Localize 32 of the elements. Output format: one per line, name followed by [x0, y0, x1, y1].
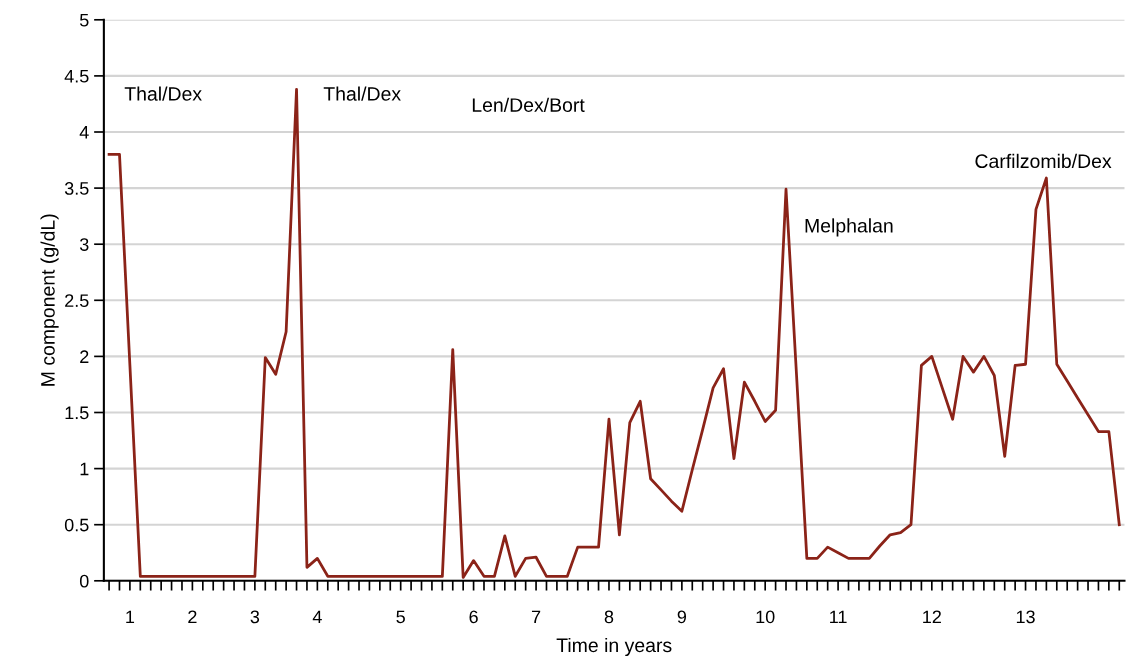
- x-tick-label: 11: [830, 610, 847, 624]
- y-axis-title: M component (g/dL): [40, 214, 59, 386]
- annotation: Thal/Dex: [124, 86, 202, 101]
- x-tick-label: 12: [923, 610, 941, 624]
- y-tick-label: 5: [79, 13, 89, 27]
- x-axis-title: Time in years: [556, 637, 672, 657]
- y-tick-label: 0.5: [64, 518, 89, 532]
- annotation: Len/Dex/Bort: [472, 97, 585, 112]
- y-tick-label: 3.5: [64, 182, 89, 195]
- x-tick-label: 6: [469, 610, 478, 624]
- x-tick-label: 7: [531, 610, 541, 624]
- y-tick-label: 1.5: [65, 406, 89, 420]
- x-tick-label: 5: [396, 610, 405, 624]
- x-tick-label: 10: [756, 610, 775, 624]
- x-tick-label: 2: [188, 610, 197, 624]
- x-tick-label: 13: [1016, 610, 1035, 624]
- y-tick-label: 2: [80, 350, 89, 363]
- y-tick-label: 1: [80, 462, 89, 476]
- x-tick-label: 3: [250, 610, 260, 624]
- line-series: [107, 87, 1121, 579]
- x-tick-label: 8: [604, 610, 614, 624]
- annotation: Carfilzomib/Dex: [975, 153, 1112, 169]
- x-tick-label: 9: [677, 610, 687, 624]
- y-tick-label: 4.5: [64, 70, 89, 83]
- y-tick-label: 0: [79, 574, 89, 588]
- y-tick-label: 3: [79, 238, 89, 251]
- y-tick-label: 2.5: [65, 294, 89, 308]
- annotation: Melphalan: [805, 218, 893, 237]
- y-tick-label: 4: [79, 126, 89, 139]
- x-tick-label: 4: [312, 610, 322, 624]
- x-tick-label: 1: [126, 610, 135, 624]
- annotation: Thal/Dex: [323, 86, 401, 101]
